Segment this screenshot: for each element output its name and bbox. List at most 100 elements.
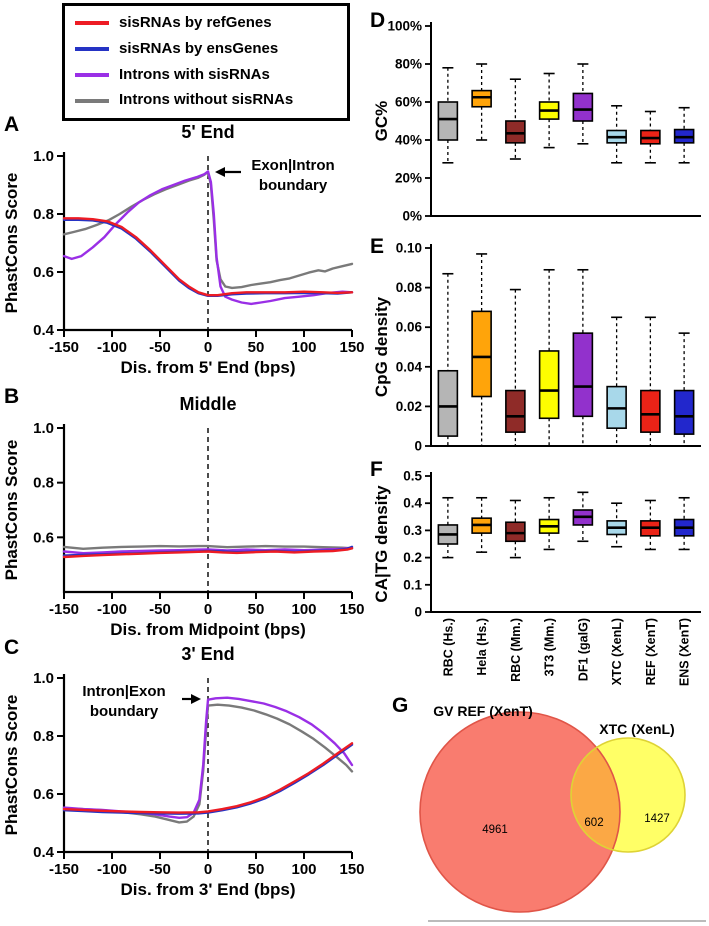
y-tick-label: 0.2 xyxy=(403,550,422,565)
panel-G-chart: GV REF (XenT) XTC (XenL) 4961 602 1427 xyxy=(365,700,709,926)
chart-title: 3' End xyxy=(181,644,234,664)
x-tick-label: 50 xyxy=(248,601,265,618)
panel-B-chart: Middle 1.0 0.8 0.6 -150 -100 -50 0 50 100 150 Dis. … xyxy=(0,392,365,642)
y-tick-label: 0.04 xyxy=(396,359,423,374)
chart-E-svg: 0.10 0.08 0.06 0.04 0.02 0 CpG density xyxy=(372,241,701,454)
chart-B-svg: Middle 1.0 0.8 0.6 -150 -100 -50 0 50 100 150 Dis. … xyxy=(2,394,365,639)
refgenes-line-swatch xyxy=(75,21,109,26)
category-label-xtc-xenl-: XTC (XenL) xyxy=(610,618,624,685)
box-df1-galg- xyxy=(572,332,594,418)
bottom-divider xyxy=(428,920,706,922)
annotation-text: boundary xyxy=(90,703,159,720)
y-tick-label: 0% xyxy=(402,209,422,224)
x-tick-label: -50 xyxy=(149,339,171,356)
x-tick-label: -150 xyxy=(49,861,79,878)
legend-item-label: Introns without sisRNAs xyxy=(119,91,294,109)
x-tick-label: 50 xyxy=(248,339,265,356)
chart-legend: sisRNAs by refGenes sisRNAs by ensGenes … xyxy=(62,3,350,121)
y-tick-label: 0.4 xyxy=(33,844,55,861)
y-tick-label: 0.8 xyxy=(33,206,54,223)
panel-label-c: C xyxy=(4,636,20,659)
legend-item-label: sisRNAs by ensGenes xyxy=(119,39,279,57)
y-tick-label: 20% xyxy=(395,171,422,186)
legend-item-introns-with: Introns with sisRNAs xyxy=(75,66,337,85)
box-rbc-mm- xyxy=(505,389,526,433)
y-tick-label: 0 xyxy=(414,439,422,454)
panel-F-chart: 0.5 0.4 0.3 0.2 0.1 0 CA|TG density RBC (Hs.) He… xyxy=(365,462,709,702)
y-tick-label: 80% xyxy=(395,57,422,72)
annotation-text: Exon|Intron xyxy=(251,157,334,174)
panel-label-d: D xyxy=(370,9,386,32)
y-tick-label: 40% xyxy=(395,133,422,148)
x-tick-label: -50 xyxy=(149,861,171,878)
panel-label-g: G xyxy=(392,694,409,717)
y-tick-label: 0.3 xyxy=(403,523,422,538)
y-tick-label: 0.6 xyxy=(33,529,54,546)
chart-title: 5' End xyxy=(181,122,234,142)
x-axis-label: Dis. from 5' End (bps) xyxy=(121,358,296,377)
venn-set-a-value: 4961 xyxy=(482,824,508,836)
y-tick-label: 1.0 xyxy=(33,670,54,687)
y-tick-label: 0.4 xyxy=(33,322,55,339)
chart-G-svg: GV REF (XenT) XTC (XenL) 4961 602 1427 xyxy=(419,703,686,913)
box-rbc-hs- xyxy=(437,369,459,437)
venn-set-a-outline xyxy=(419,711,621,913)
y-tick-label: 0.8 xyxy=(33,728,54,745)
category-label-df1-galg-: DF1 (galG) xyxy=(576,618,590,681)
x-tick-label: -100 xyxy=(97,601,127,618)
panel-label-b: B xyxy=(4,385,20,408)
x-tick-label: 50 xyxy=(248,861,265,878)
chart-A-svg: 5' End 1.0 0.8 0.6 0.4-150 -100 -50 0 50 100 150 Di… xyxy=(2,122,365,377)
y-tick-label: 0.08 xyxy=(396,280,423,295)
box-hela-hs- xyxy=(471,310,492,398)
venn-set-b-label: XTC (XenL) xyxy=(599,721,674,737)
box-hela-hs- xyxy=(471,89,492,108)
x-tick-label: -100 xyxy=(97,861,127,878)
category-label-hela-hs-: Hela (Hs.) xyxy=(475,618,489,676)
x-tick-label: -100 xyxy=(97,339,127,356)
series-line-sisrnas-by-refgenes xyxy=(62,742,354,814)
box-rbc-hs- xyxy=(437,101,459,141)
x-tick-label: 150 xyxy=(339,601,364,618)
y-tick-label: 1.0 xyxy=(33,148,54,165)
venn-set-b-value: 1427 xyxy=(644,813,670,825)
x-tick-label: 0 xyxy=(204,861,212,878)
legend-item-label: Introns with sisRNAs xyxy=(119,65,270,83)
y-tick-label: 0.6 xyxy=(33,786,54,803)
introns-without-line-swatch xyxy=(75,98,109,103)
y-tick-label: 0.5 xyxy=(403,469,422,484)
y-tick-label: 0.06 xyxy=(396,320,423,335)
chart-C-svg: 3' End 1.0 0.8 0.6 0.4-150 -100 -50 0 50 100 150 Di… xyxy=(2,644,365,899)
venn-set-b-outline xyxy=(570,737,686,853)
y-tick-label: 1.0 xyxy=(33,420,54,437)
x-tick-label: 0 xyxy=(204,601,212,618)
axes xyxy=(430,22,701,217)
box-ens-xent- xyxy=(673,389,695,435)
legend-item-ensgenes: sisRNAs by ensGenes xyxy=(75,40,337,59)
y-axis-label: PhastCons Score xyxy=(2,173,21,314)
x-tick-label: 100 xyxy=(291,601,316,618)
venn-set-a-circle xyxy=(420,712,620,912)
y-tick-label: 100% xyxy=(387,19,422,34)
panel-E-chart: 0.10 0.08 0.06 0.04 0.02 0 CpG density xyxy=(365,232,709,462)
annotation-arrow-head xyxy=(191,694,201,704)
introns-with-line-swatch xyxy=(75,72,109,77)
annotation-text: boundary xyxy=(259,177,328,194)
series-line-sisrnas-by-refgenes xyxy=(62,547,354,559)
y-tick-label: 60% xyxy=(395,95,422,110)
x-axis-label: Dis. from Midpoint (bps) xyxy=(110,620,305,639)
annotation-arrow-head xyxy=(215,167,225,177)
y-tick-label: 0.10 xyxy=(396,241,422,256)
legend-item-refgenes: sisRNAs by refGenes xyxy=(75,14,337,33)
x-tick-label: 100 xyxy=(291,861,316,878)
x-tick-label: 150 xyxy=(339,861,364,878)
y-tick-label: 0.8 xyxy=(33,475,54,492)
x-tick-label: 150 xyxy=(339,339,364,356)
y-tick-label: 0.1 xyxy=(403,577,422,592)
y-axis-label: GC% xyxy=(372,101,391,142)
y-axis-label: PhastCons Score xyxy=(2,695,21,836)
x-axis-label: Dis. from 3' End (bps) xyxy=(121,880,296,899)
venn-overlap-value: 602 xyxy=(584,817,603,829)
ensgenes-line-swatch xyxy=(75,47,109,52)
